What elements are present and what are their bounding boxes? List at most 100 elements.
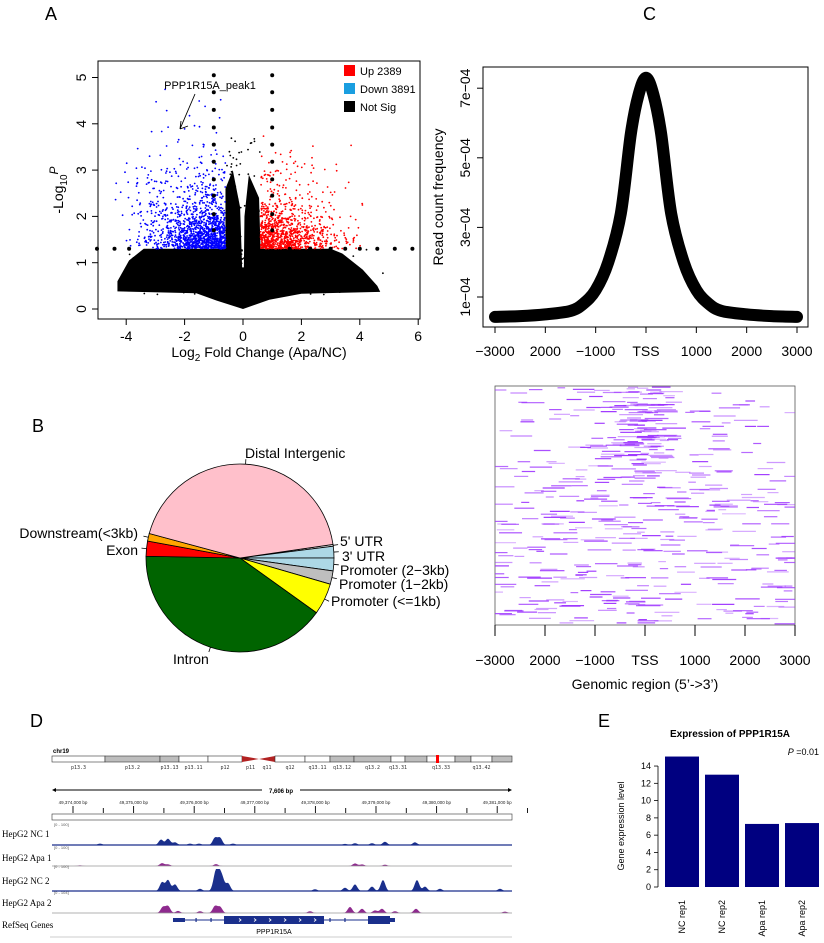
not-sig-point <box>310 258 313 261</box>
not-sig-point <box>240 253 243 256</box>
not-sig-point <box>268 277 270 280</box>
not-sig-point <box>167 253 170 256</box>
not-sig-point <box>250 142 253 144</box>
up-point <box>331 218 334 221</box>
down-point <box>169 171 171 174</box>
up-point <box>335 245 338 248</box>
down-point <box>140 210 143 213</box>
up-point <box>308 240 311 243</box>
not-sig-point <box>258 255 261 258</box>
up-point <box>296 247 299 250</box>
not-sig-point <box>282 264 284 266</box>
not-sig-point <box>352 255 355 257</box>
not-sig-point <box>237 259 240 262</box>
up-point <box>266 239 268 242</box>
up-point <box>298 247 301 250</box>
down-point <box>223 218 225 221</box>
down-point <box>185 206 188 208</box>
down-point <box>183 190 186 193</box>
not-sig-point <box>322 286 324 288</box>
down-point <box>150 203 153 206</box>
not-sig-point <box>238 249 241 252</box>
up-point <box>297 208 300 211</box>
down-point <box>219 196 222 199</box>
down-point <box>127 181 130 184</box>
not-sig-point <box>182 291 185 294</box>
up-point <box>296 237 299 240</box>
down-point <box>198 100 201 102</box>
up-point <box>300 235 302 237</box>
up-point <box>290 242 292 244</box>
up-point <box>326 186 329 188</box>
down-point <box>219 226 221 229</box>
up-point <box>278 215 281 217</box>
not-sig-point <box>211 193 216 198</box>
coverage-track <box>52 869 512 891</box>
up-point <box>333 191 336 193</box>
up-point <box>273 241 275 244</box>
down-point <box>164 241 167 243</box>
up-point <box>311 225 313 228</box>
not-sig-point <box>232 157 235 159</box>
up-point <box>276 233 279 235</box>
up-point <box>272 192 275 194</box>
up-point <box>295 235 297 238</box>
not-sig-point <box>272 270 275 273</box>
down-point <box>166 224 169 227</box>
up-point <box>292 247 294 250</box>
down-point <box>162 215 164 218</box>
down-point <box>192 211 195 213</box>
down-point <box>212 242 215 245</box>
up-point <box>321 230 324 233</box>
down-point <box>195 216 198 219</box>
down-point <box>136 147 139 150</box>
up-point <box>294 240 297 243</box>
y-tick-label: 1 <box>73 259 89 267</box>
up-point <box>274 214 277 217</box>
up-point <box>305 226 308 229</box>
not-sig-point <box>200 263 203 266</box>
down-point <box>177 213 180 216</box>
genome-browser: chr19 p13.3 p13.2 p13.13 p13.11 p12 p11 q11 q12… <box>2 749 528 938</box>
down-point <box>218 173 220 176</box>
up-point <box>309 207 311 210</box>
up-point <box>259 230 262 233</box>
not-sig-point <box>257 239 260 242</box>
up-point <box>293 205 296 208</box>
down-point <box>223 243 226 245</box>
up-point <box>297 238 300 241</box>
down-point <box>221 207 224 210</box>
legend-label-up: Up 2389 <box>360 66 402 78</box>
up-point <box>310 229 312 232</box>
not-sig-point <box>269 248 272 251</box>
not-sig-point <box>238 269 240 272</box>
up-point <box>276 193 279 195</box>
up-point <box>269 231 272 234</box>
up-point <box>325 239 328 242</box>
up-point <box>270 241 273 243</box>
not-sig-point <box>224 282 227 284</box>
not-sig-point <box>235 220 238 223</box>
down-point <box>180 245 183 248</box>
not-sig-point <box>270 177 275 182</box>
down-point <box>166 180 169 183</box>
not-sig-point <box>190 265 193 268</box>
down-point <box>196 226 199 229</box>
not-sig-points-dense <box>117 170 381 309</box>
down-point <box>174 235 176 238</box>
down-point <box>223 209 226 212</box>
down-point <box>207 244 210 247</box>
not-sig-point <box>161 282 164 285</box>
not-sig-point <box>240 278 243 281</box>
not-sig-point <box>198 271 201 274</box>
down-point <box>186 244 188 247</box>
down-point <box>212 247 215 250</box>
down-point <box>220 247 223 250</box>
up-point <box>310 211 312 214</box>
down-point <box>204 190 207 193</box>
up-point <box>321 240 324 243</box>
not-sig-point <box>277 263 280 266</box>
down-point <box>124 171 126 174</box>
down-point <box>213 238 216 241</box>
up-point <box>326 236 329 239</box>
